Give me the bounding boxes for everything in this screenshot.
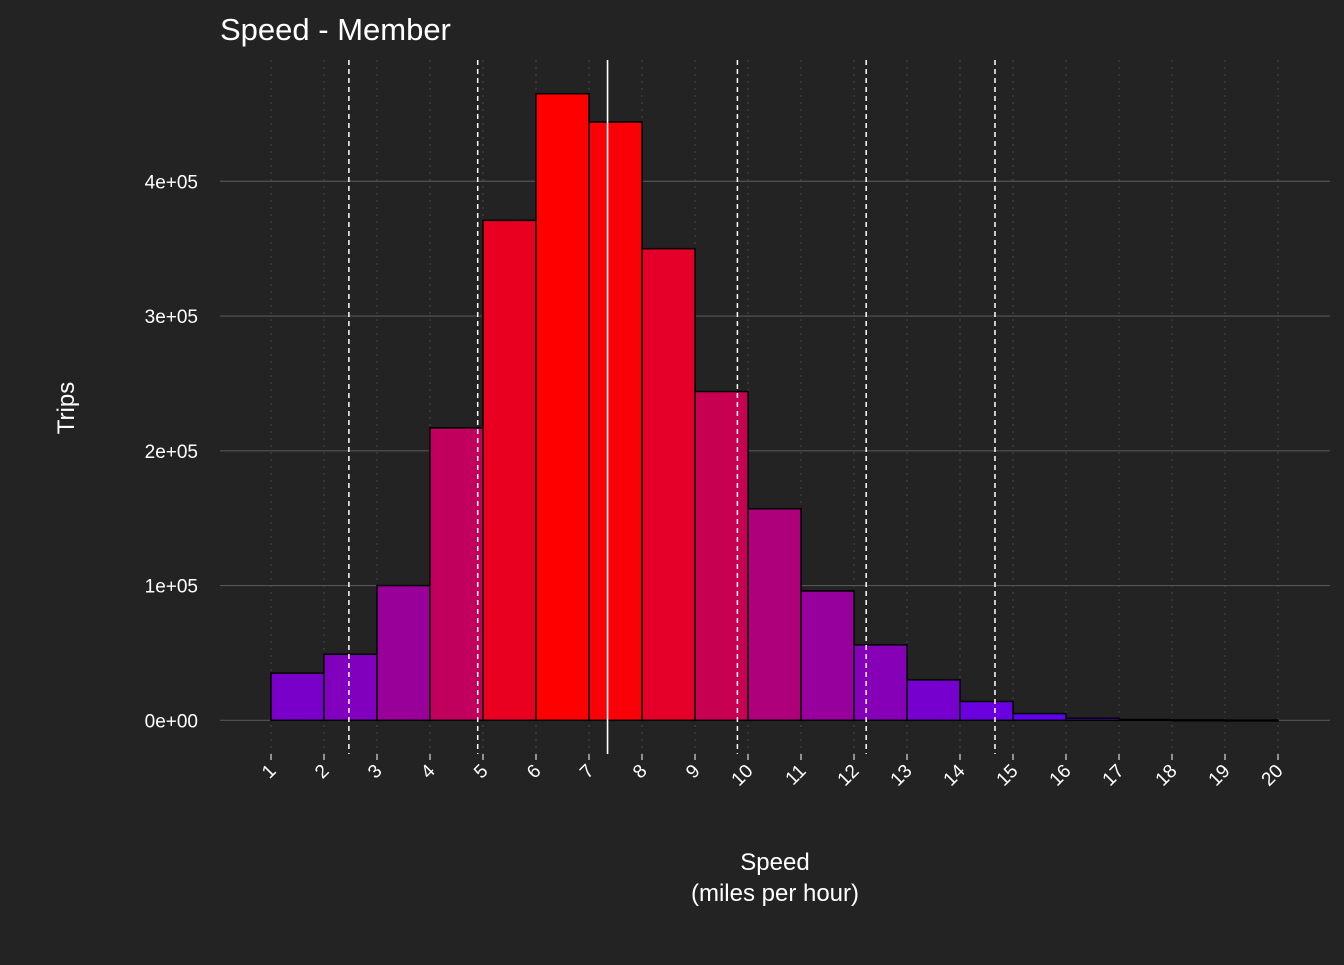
histogram-bar <box>535 92 590 722</box>
histogram-bar <box>376 584 431 722</box>
y-tick-label: 0e+00 <box>145 711 198 732</box>
histogram-bar <box>906 679 961 722</box>
histogram-bar <box>270 672 325 722</box>
histogram-bar <box>747 507 802 722</box>
histogram-bar <box>429 427 484 722</box>
histogram-bar <box>641 247 696 722</box>
histogram-bar <box>694 390 749 722</box>
histogram-bar <box>588 121 643 722</box>
histogram-bar <box>1224 719 1279 722</box>
y-tick-label: 4e+05 <box>145 172 198 193</box>
y-tick-label: 3e+05 <box>145 307 198 328</box>
y-axis-tick-labels: 0e+00 1e+05 2e+05 3e+05 4e+05 <box>145 172 198 732</box>
histogram-bar <box>1065 717 1120 722</box>
histogram-bars <box>270 92 1279 722</box>
histogram-bar <box>853 644 908 722</box>
y-tick-label: 2e+05 <box>145 442 198 463</box>
histogram-bar <box>959 700 1014 722</box>
y-axis-title: Trips <box>53 382 80 434</box>
y-tick-label: 1e+05 <box>145 577 198 598</box>
reference-lines <box>348 60 996 754</box>
x-axis-title: Speed <box>740 849 809 876</box>
chart-title: Speed - Member <box>220 12 451 47</box>
histogram-bar <box>1171 719 1226 722</box>
histogram-bar <box>323 653 378 722</box>
x-axis-subtitle: (miles per hour) <box>691 880 859 907</box>
histogram-bar <box>1012 712 1067 722</box>
histogram-bar <box>1118 718 1173 722</box>
histogram-bar <box>482 219 537 722</box>
histogram-bar <box>800 590 855 722</box>
